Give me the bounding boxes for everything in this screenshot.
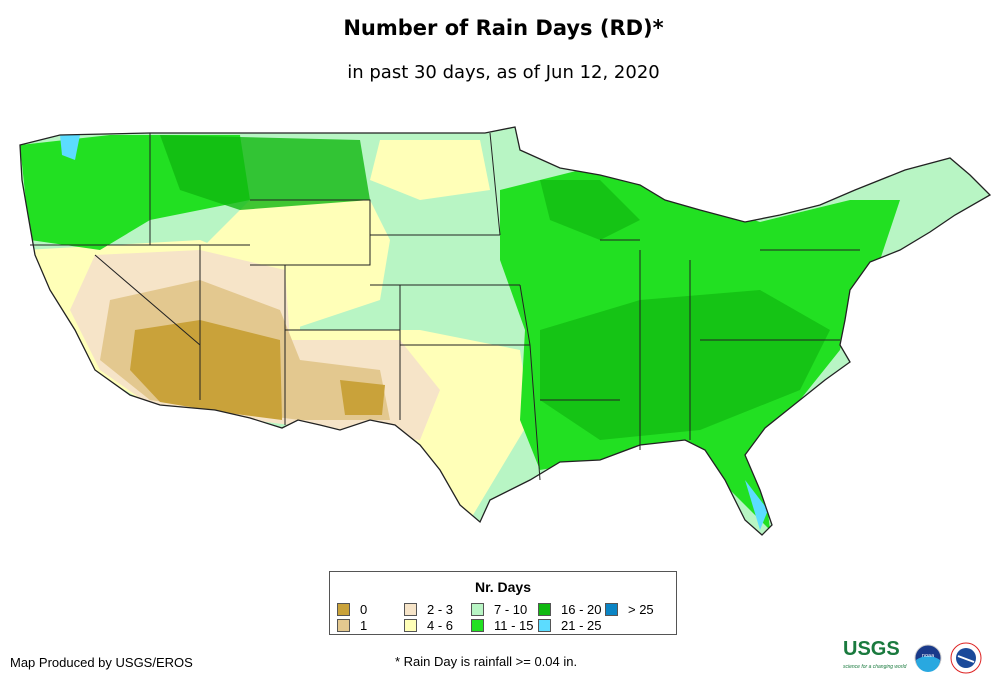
- legend-swatch: [337, 603, 350, 616]
- legend-label: 7 - 10: [494, 602, 528, 617]
- region-4-6-montana: [370, 140, 490, 200]
- legend-swatch: [337, 619, 350, 632]
- legend-swatch: [605, 603, 618, 616]
- legend-item-4-6: 4 - 6: [404, 618, 453, 633]
- legend-label: > 25: [628, 602, 654, 617]
- region-21-25-washington: [60, 135, 80, 160]
- region-21-25-florida: [745, 480, 768, 530]
- legend: Nr. Days 0 1 2 - 3 4 - 6 7 - 10 11 - 15 …: [329, 571, 677, 635]
- legend-label: 4 - 6: [427, 618, 454, 633]
- legend-item-16-20: 16 - 20: [538, 602, 601, 617]
- usgs-logo-text: USGS: [843, 638, 900, 660]
- map-title: Number of Rain Days (RD)*: [343, 16, 664, 40]
- region-16-20-northern-rockies: [160, 135, 370, 210]
- region-0-newmexico: [340, 380, 385, 415]
- noaa-logo: noaa: [914, 644, 942, 672]
- map-subtitle: in past 30 days, as of Jun 12, 2020: [347, 62, 660, 83]
- region-16-20-southeast: [540, 290, 830, 440]
- legend-swatch: [471, 603, 484, 616]
- legend-label: 1: [360, 618, 368, 633]
- legend-label: 11 - 15: [494, 618, 534, 633]
- legend-label: 0: [360, 602, 368, 617]
- legend-swatch: [404, 619, 417, 632]
- footnote: * Rain Day is rainfall >= 0.04 in.: [395, 654, 578, 669]
- legend-title: Nr. Days: [474, 579, 532, 595]
- legend-item-over-25: > 25: [605, 602, 654, 617]
- legend-swatch: [538, 603, 551, 616]
- usgs-logo: USGS science for a changing world: [843, 638, 907, 676]
- us-rain-days-map: [19, 126, 991, 536]
- legend-label: 2 - 3: [427, 602, 454, 617]
- usgs-tagline: science for a changing world: [843, 664, 907, 670]
- legend-label: 16 - 20: [561, 602, 602, 617]
- legend-swatch: [538, 619, 551, 632]
- region-16-20-wisconsin: [540, 180, 640, 240]
- region-0-arizona: [130, 320, 282, 420]
- legend-item-2-3: 2 - 3: [404, 602, 453, 617]
- legend-item-7-10: 7 - 10: [471, 602, 527, 617]
- legend-swatch: [471, 619, 484, 632]
- legend-item-0: 0: [337, 602, 367, 617]
- state-boundaries: [19, 126, 991, 536]
- legend-swatch: [404, 603, 417, 616]
- agency-logos: USGS science for a changing world noaa: [843, 638, 982, 676]
- nws-logo: [950, 642, 982, 674]
- legend-label: 21 - 25: [561, 618, 602, 633]
- legend-item-11-15: 11 - 15: [471, 618, 534, 633]
- legend-item-21-25: 21 - 25: [538, 618, 601, 633]
- legend-item-1: 1: [337, 618, 367, 633]
- svg-text:noaa: noaa: [922, 653, 934, 659]
- credit-text: Map Produced by USGS/EROS: [10, 655, 193, 670]
